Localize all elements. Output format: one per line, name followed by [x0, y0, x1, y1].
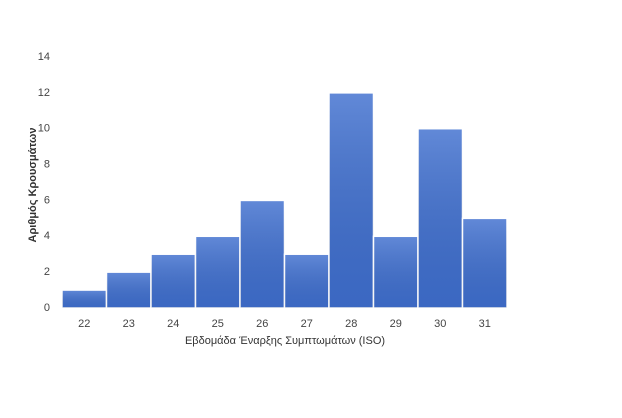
- x-tick-label: 23: [123, 318, 135, 330]
- x-tick-label: 25: [212, 318, 224, 330]
- x-tick-label: 31: [479, 318, 491, 330]
- y-tick-label: 14: [38, 51, 50, 63]
- bar: [150, 253, 197, 309]
- bar: [283, 253, 330, 309]
- y-tick-label: 8: [44, 158, 50, 170]
- bar: [328, 92, 375, 309]
- y-tick-label: 12: [38, 87, 50, 99]
- bar: [417, 127, 464, 309]
- bar: [239, 199, 286, 309]
- x-tick-label: 29: [390, 318, 402, 330]
- x-tick-label: 30: [434, 318, 446, 330]
- bar: [105, 271, 152, 309]
- x-axis-title: Εβδομάδα Έναρξης Συμπτωμάτων (ISO): [185, 335, 385, 347]
- x-tick-label: 27: [301, 318, 313, 330]
- y-tick-label: 10: [38, 123, 50, 135]
- bar: [461, 217, 508, 309]
- y-tick-label: 0: [44, 302, 50, 314]
- bar: [194, 235, 241, 309]
- bar: [372, 235, 419, 309]
- y-tick-label: 4: [44, 230, 50, 242]
- x-tick-label: 22: [78, 318, 90, 330]
- y-tick-label: 6: [44, 194, 50, 206]
- x-tick-label: 28: [345, 318, 357, 330]
- x-tick-label: 24: [167, 318, 179, 330]
- bar: [61, 289, 108, 309]
- y-axis-title: Αριθμός Κρουσμάτων: [27, 128, 39, 243]
- y-tick-label: 2: [44, 266, 50, 278]
- x-tick-label: 26: [256, 318, 268, 330]
